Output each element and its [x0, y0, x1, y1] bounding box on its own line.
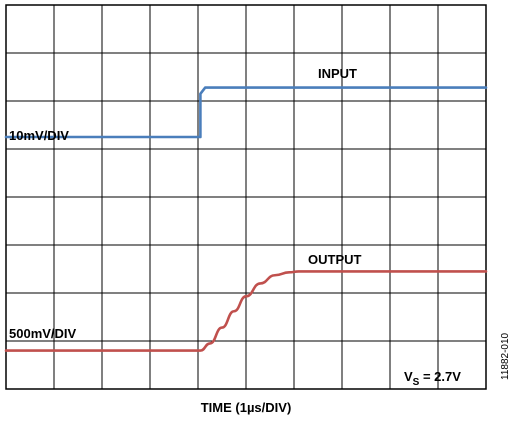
traces: [4, 86, 488, 352]
output-scale-label: 500mV/DIV: [9, 326, 77, 341]
input-scale-label: 10mV/DIV: [9, 128, 69, 143]
grid: [5, 4, 487, 390]
input-trace-label: INPUT: [318, 66, 357, 81]
input-trace: [4, 86, 488, 139]
x-axis-label: TIME (1µs/DIV): [200, 400, 292, 415]
figure-id: 11882-010: [500, 332, 511, 380]
output-trace-label: OUTPUT: [308, 252, 362, 267]
output-trace: [4, 270, 488, 352]
supply-voltage-label: VS = 2.7V: [404, 369, 461, 388]
plot-border: [5, 4, 487, 390]
